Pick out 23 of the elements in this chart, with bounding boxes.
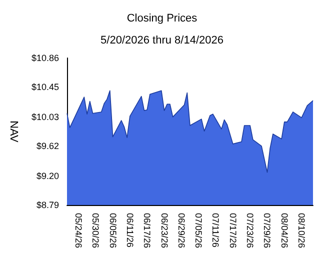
y-tick-label: $8.79 xyxy=(36,200,59,210)
chart-title: Closing Prices xyxy=(126,12,198,24)
x-tick-label: 07/29/26 xyxy=(262,213,272,248)
x-tick-label: 07/11/26 xyxy=(210,213,221,248)
x-tick-label: 06/17/26 xyxy=(142,213,152,248)
chart-subtitle: 5/20/2026 thru 8/14/2026 xyxy=(100,34,224,46)
x-tick-label: 06/11/26 xyxy=(124,213,135,248)
x-tick-label: 08/10/26 xyxy=(296,213,307,248)
y-tick-label: $9.62 xyxy=(36,141,59,152)
x-tick-label: 07/05/26 xyxy=(194,213,204,248)
y-tick-label: $10.45 xyxy=(31,82,59,92)
x-tick-label: 07/17/26 xyxy=(228,213,238,248)
y-tick-label: $9.20 xyxy=(36,170,59,181)
x-tick-label: 06/23/26 xyxy=(159,213,170,248)
x-tick-label: 05/24/26 xyxy=(73,213,84,248)
x-tick-label: 08/04/26 xyxy=(279,213,290,248)
y-axis-title: NAV xyxy=(8,120,20,144)
y-tick-label: $10.86 xyxy=(31,53,59,63)
x-tick-label: 06/05/26 xyxy=(108,213,118,248)
x-tick-label: 05/30/26 xyxy=(90,213,101,248)
y-tick-label: $10.03 xyxy=(31,112,59,122)
x-tick-label: 06/29/26 xyxy=(176,213,186,248)
x-tick-label: 07/23/26 xyxy=(245,213,256,248)
